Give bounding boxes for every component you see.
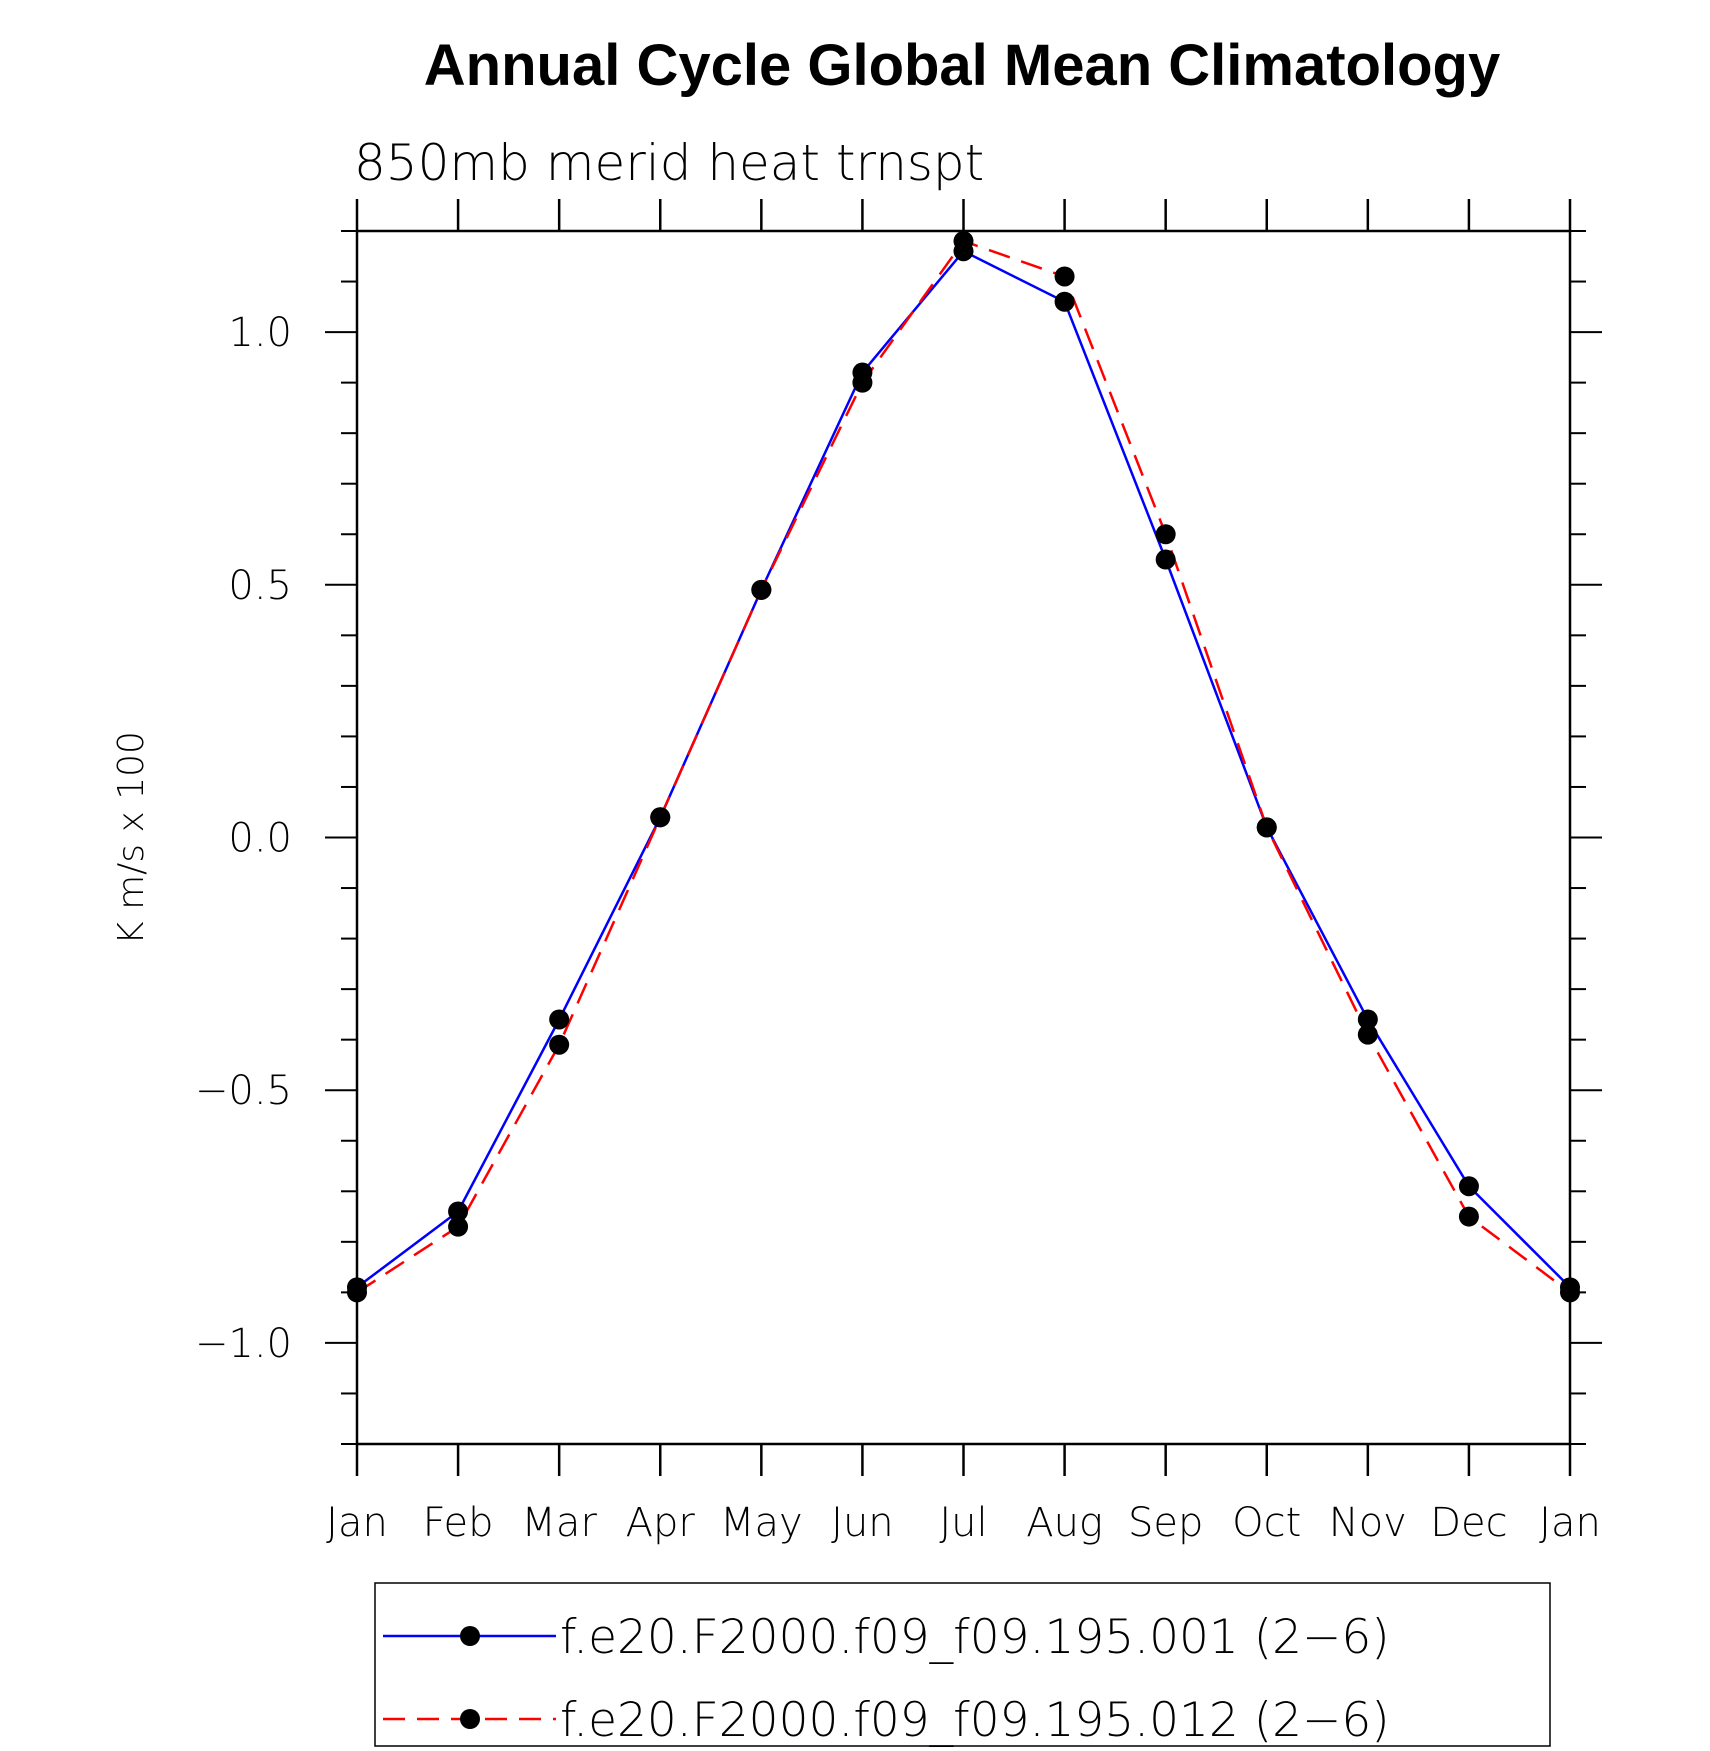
x-tick-label: Jan [1539,1500,1601,1546]
plot-frame [355,229,1572,1446]
series-1-point [549,1009,570,1030]
series-2-point [549,1034,570,1055]
legend-label-2: f.e20.F2000.f09_f09.195.012 (2−6) [560,1693,1390,1748]
chart-subtitle: 850mb merid heat trnspt [354,134,984,192]
series-1-point [1458,1176,1479,1197]
series-2-point [1458,1206,1479,1227]
x-tick-label: Jul [939,1500,987,1546]
legend: f.e20.F2000.f09_f09.195.001 (2−6) f.e20.F… [374,1582,1551,1748]
series-2-point [1054,266,1075,287]
series-2-point [1256,817,1277,838]
legend-marker-2 [460,1709,480,1729]
y-tick-label: −1.0 [195,1321,292,1367]
y-tick-label: 1.0 [228,310,292,356]
series-1-point [1054,291,1075,312]
legend-box [374,1582,1551,1747]
series-2-point [852,372,873,393]
series-2-point [953,231,974,252]
y-tick-label: −0.5 [195,1068,292,1114]
legend-label-1: f.e20.F2000.f09_f09.195.001 (2−6) [560,1610,1390,1665]
x-tick-labels: Jan Feb Mar Apr May Jun Jul Aug Sep Oct Nov Dec Jan [326,1500,1601,1546]
legend-marker-1 [460,1626,480,1646]
x-tick-label: Dec [1430,1500,1507,1546]
series-1-point [1357,1009,1378,1030]
x-tick-label: Aug [1026,1500,1103,1546]
y-axis-label: K m/s x 100 [111,731,152,945]
series-line-2 [356,239,1571,1294]
series-line-1 [356,249,1571,1289]
y-tick-label: 0.0 [228,816,292,862]
series-2-point [751,579,772,600]
chart-title: Annual Cycle Global Mean Climatology [424,33,1500,98]
series-1-point [448,1201,469,1222]
series-2-point [347,1282,367,1303]
series-2-point [448,1216,469,1237]
axis-ticks [325,199,1602,1476]
series-2-point [650,807,671,828]
x-tick-label: Apr [626,1500,696,1546]
series-2-point [1357,1024,1378,1045]
series-2-point [1560,1282,1580,1303]
x-tick-label: Oct [1232,1500,1301,1546]
series-2-point [1155,524,1176,545]
series-markers [347,231,1580,1303]
x-tick-label: Sep [1128,1500,1203,1546]
x-tick-label: Nov [1329,1500,1407,1546]
x-tick-label: May [720,1500,803,1546]
series-lines [356,239,1571,1294]
x-tick-label: Jan [326,1500,388,1546]
x-tick-label: Mar [521,1500,597,1546]
x-tick-label: Feb [423,1500,494,1546]
y-tick-labels: −1.0 −0.5 0.0 0.5 1.0 [195,310,292,1367]
y-tick-label: 0.5 [228,563,292,609]
series-1-point [1155,549,1176,570]
x-tick-label: Jun [831,1500,894,1546]
